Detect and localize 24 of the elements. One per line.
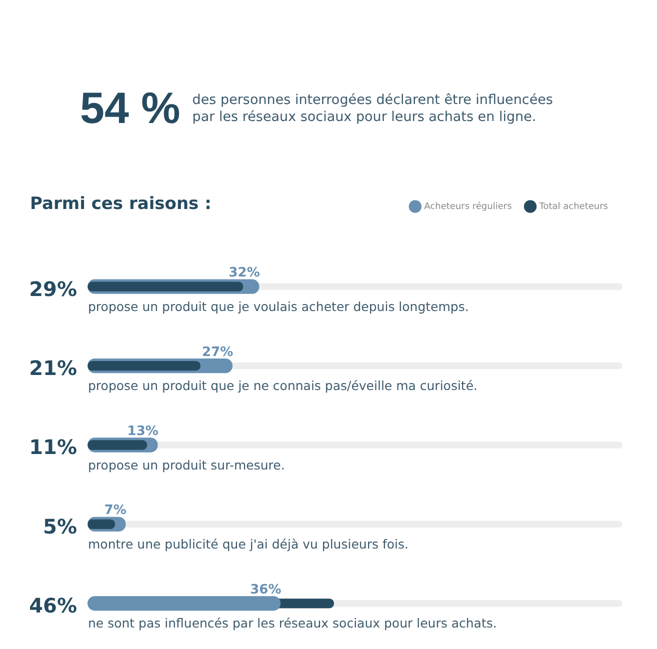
bar — [88, 596, 281, 611]
y-tick-label: ne sont pas influencés par les réseaux sociaux pour leurs achats. — [88, 616, 497, 631]
chart-title: 54 % — [80, 84, 180, 133]
data-label: 5% — [43, 514, 77, 538]
bar — [88, 282, 244, 292]
data-label: 36% — [250, 582, 282, 598]
data-label: 32% — [228, 266, 260, 281]
text: Parmi ces raisons : — [30, 194, 212, 214]
data-label: 13% — [127, 424, 158, 439]
y-tick-label: propose un produit sur-mesure. — [88, 457, 285, 472]
data-label: 46% — [29, 594, 77, 618]
bar — [88, 360, 200, 371]
y-tick-label: propose un produit que je ne connais pas/éveille ma curiosité. — [88, 378, 478, 394]
data-label: 29% — [29, 276, 77, 301]
legend-label: Total acheteurs — [538, 202, 608, 212]
data-label: 21% — [29, 356, 77, 380]
chart-subtitle: des personnes interrogées déclarent être influencées par les réseaux sociaux pour leurs achats en ligne. — [192, 92, 554, 126]
data-label: 11% — [29, 435, 77, 460]
y-tick-label: montre une publicité que j'ai déjà vu plusieurs fois. — [88, 536, 408, 552]
bar — [88, 440, 148, 450]
data-label: 27% — [202, 344, 234, 360]
y-tick-label: propose un produit que je voulais acheter depuis longtemps. — [88, 298, 469, 314]
legend-label: Acheteurs réguliers — [424, 200, 512, 212]
data-label: 7% — [104, 503, 126, 518]
